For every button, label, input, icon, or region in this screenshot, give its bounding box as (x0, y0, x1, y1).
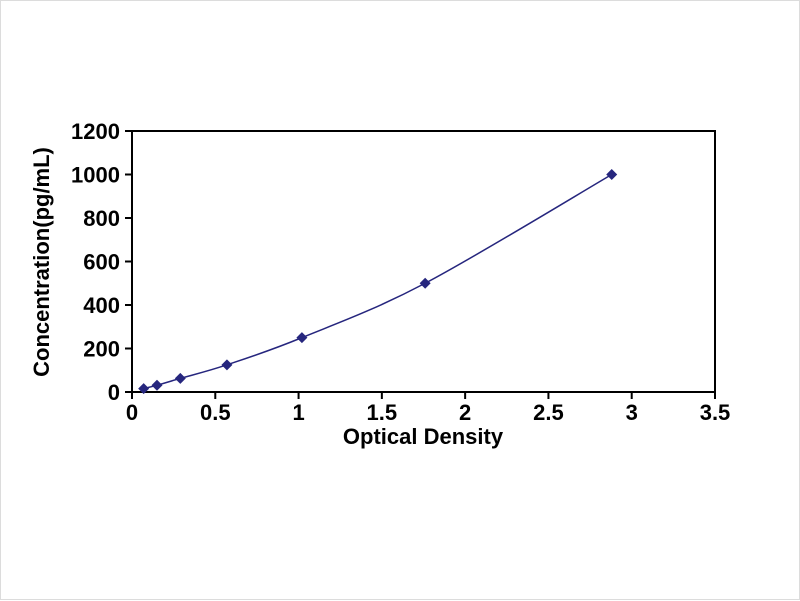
x-tick-label: 0 (126, 400, 138, 425)
data-point-marker (296, 332, 308, 344)
data-series-line (143, 173, 613, 390)
x-tick-label: 0.5 (200, 400, 231, 425)
x-axis-title: Optical Density (343, 424, 504, 449)
x-tick-label: 3.5 (700, 400, 731, 425)
x-tick-label: 1.5 (367, 400, 398, 425)
y-tick-label: 600 (83, 250, 120, 275)
x-tick-label: 3 (626, 400, 638, 425)
plot-border (131, 130, 716, 393)
y-tick-label: 1000 (71, 163, 120, 188)
y-axis-title: Concentration(pg/mL) (29, 147, 54, 377)
data-point-marker (151, 379, 163, 391)
plot-area: 0 0.5 1 1.5 2 2.5 3 3.5 0 200 400 600 800 1000 1200 (71, 119, 730, 425)
x-tick-label: 1 (292, 400, 304, 425)
y-tick-label: 0 (108, 380, 120, 405)
x-tick-label: 2.5 (533, 400, 564, 425)
data-point-marker (221, 359, 233, 371)
data-point-marker (419, 277, 431, 289)
data-point-marker (606, 169, 618, 180)
y-tick-label: 1200 (71, 119, 120, 144)
y-tick-label: 400 (83, 293, 120, 318)
data-point-marker (174, 372, 186, 384)
x-tick-label: 2 (459, 400, 471, 425)
y-tick-label: 200 (83, 337, 120, 362)
data-point-marker (138, 383, 150, 395)
y-tick-label: 800 (83, 206, 120, 231)
